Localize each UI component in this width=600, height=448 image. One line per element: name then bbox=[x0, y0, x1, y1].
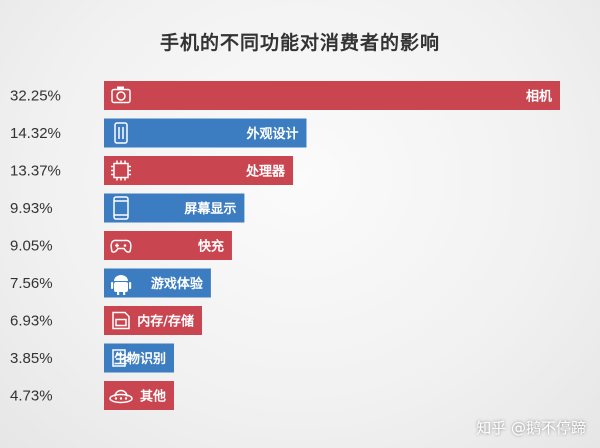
category-label: 相机 bbox=[526, 89, 552, 105]
value-label: 32.25% bbox=[10, 88, 61, 105]
bar-row: 9.05% 快充 bbox=[10, 231, 232, 260]
category-label: 游戏体验 bbox=[151, 276, 204, 292]
ufo-icon bbox=[109, 389, 133, 404]
android-icon bbox=[111, 275, 132, 295]
bar bbox=[104, 118, 307, 148]
bar-row: 9.93% 屏幕显示 bbox=[10, 193, 245, 223]
bar bbox=[104, 343, 174, 373]
category-label: 其他 bbox=[140, 389, 166, 405]
value-label: 4.73% bbox=[10, 388, 53, 405]
chip-icon bbox=[111, 160, 131, 181]
bar bbox=[104, 306, 202, 335]
watermark: 知乎 @鹅不停蹄 bbox=[476, 419, 586, 437]
camera-icon bbox=[111, 86, 131, 104]
memory-card-icon bbox=[112, 311, 130, 330]
bar-row: 7.56% 游戏体验 bbox=[10, 268, 211, 298]
bar-row: 4.73% 其他 bbox=[10, 381, 174, 410]
phone-screen-icon bbox=[113, 196, 129, 220]
bar-row: 32.25% 相机 bbox=[10, 81, 560, 110]
bar-row: 6.93% 内存/存储 bbox=[10, 306, 202, 335]
value-label: 6.93% bbox=[10, 313, 53, 330]
bar bbox=[104, 156, 294, 185]
category-label: 内存/存储 bbox=[137, 314, 194, 330]
chart-title: 手机的不同功能对消费者的影响 bbox=[159, 32, 440, 54]
bar-row: 13.37% 处理器 bbox=[10, 156, 294, 185]
value-label: 7.56% bbox=[10, 275, 53, 292]
category-label: 生物识别 bbox=[114, 351, 166, 367]
category-label: 屏幕显示 bbox=[184, 201, 236, 217]
bar-row: 14.32% 外观设计 bbox=[10, 118, 307, 148]
phone-design-icon bbox=[114, 122, 128, 144]
value-label: 3.85% bbox=[10, 350, 53, 367]
category-label: 快充 bbox=[198, 239, 224, 255]
category-label: 处理器 bbox=[245, 164, 286, 180]
value-label: 9.05% bbox=[10, 238, 53, 255]
value-label: 13.37% bbox=[10, 163, 61, 180]
category-label: 外观设计 bbox=[245, 126, 298, 142]
value-label: 14.32% bbox=[10, 125, 61, 142]
fingerprint-icon bbox=[112, 349, 132, 367]
value-label: 9.93% bbox=[10, 200, 53, 217]
bar bbox=[104, 81, 560, 110]
gamepad-icon bbox=[110, 239, 132, 253]
bar-row: 3.85% 生物识别 bbox=[10, 343, 174, 373]
